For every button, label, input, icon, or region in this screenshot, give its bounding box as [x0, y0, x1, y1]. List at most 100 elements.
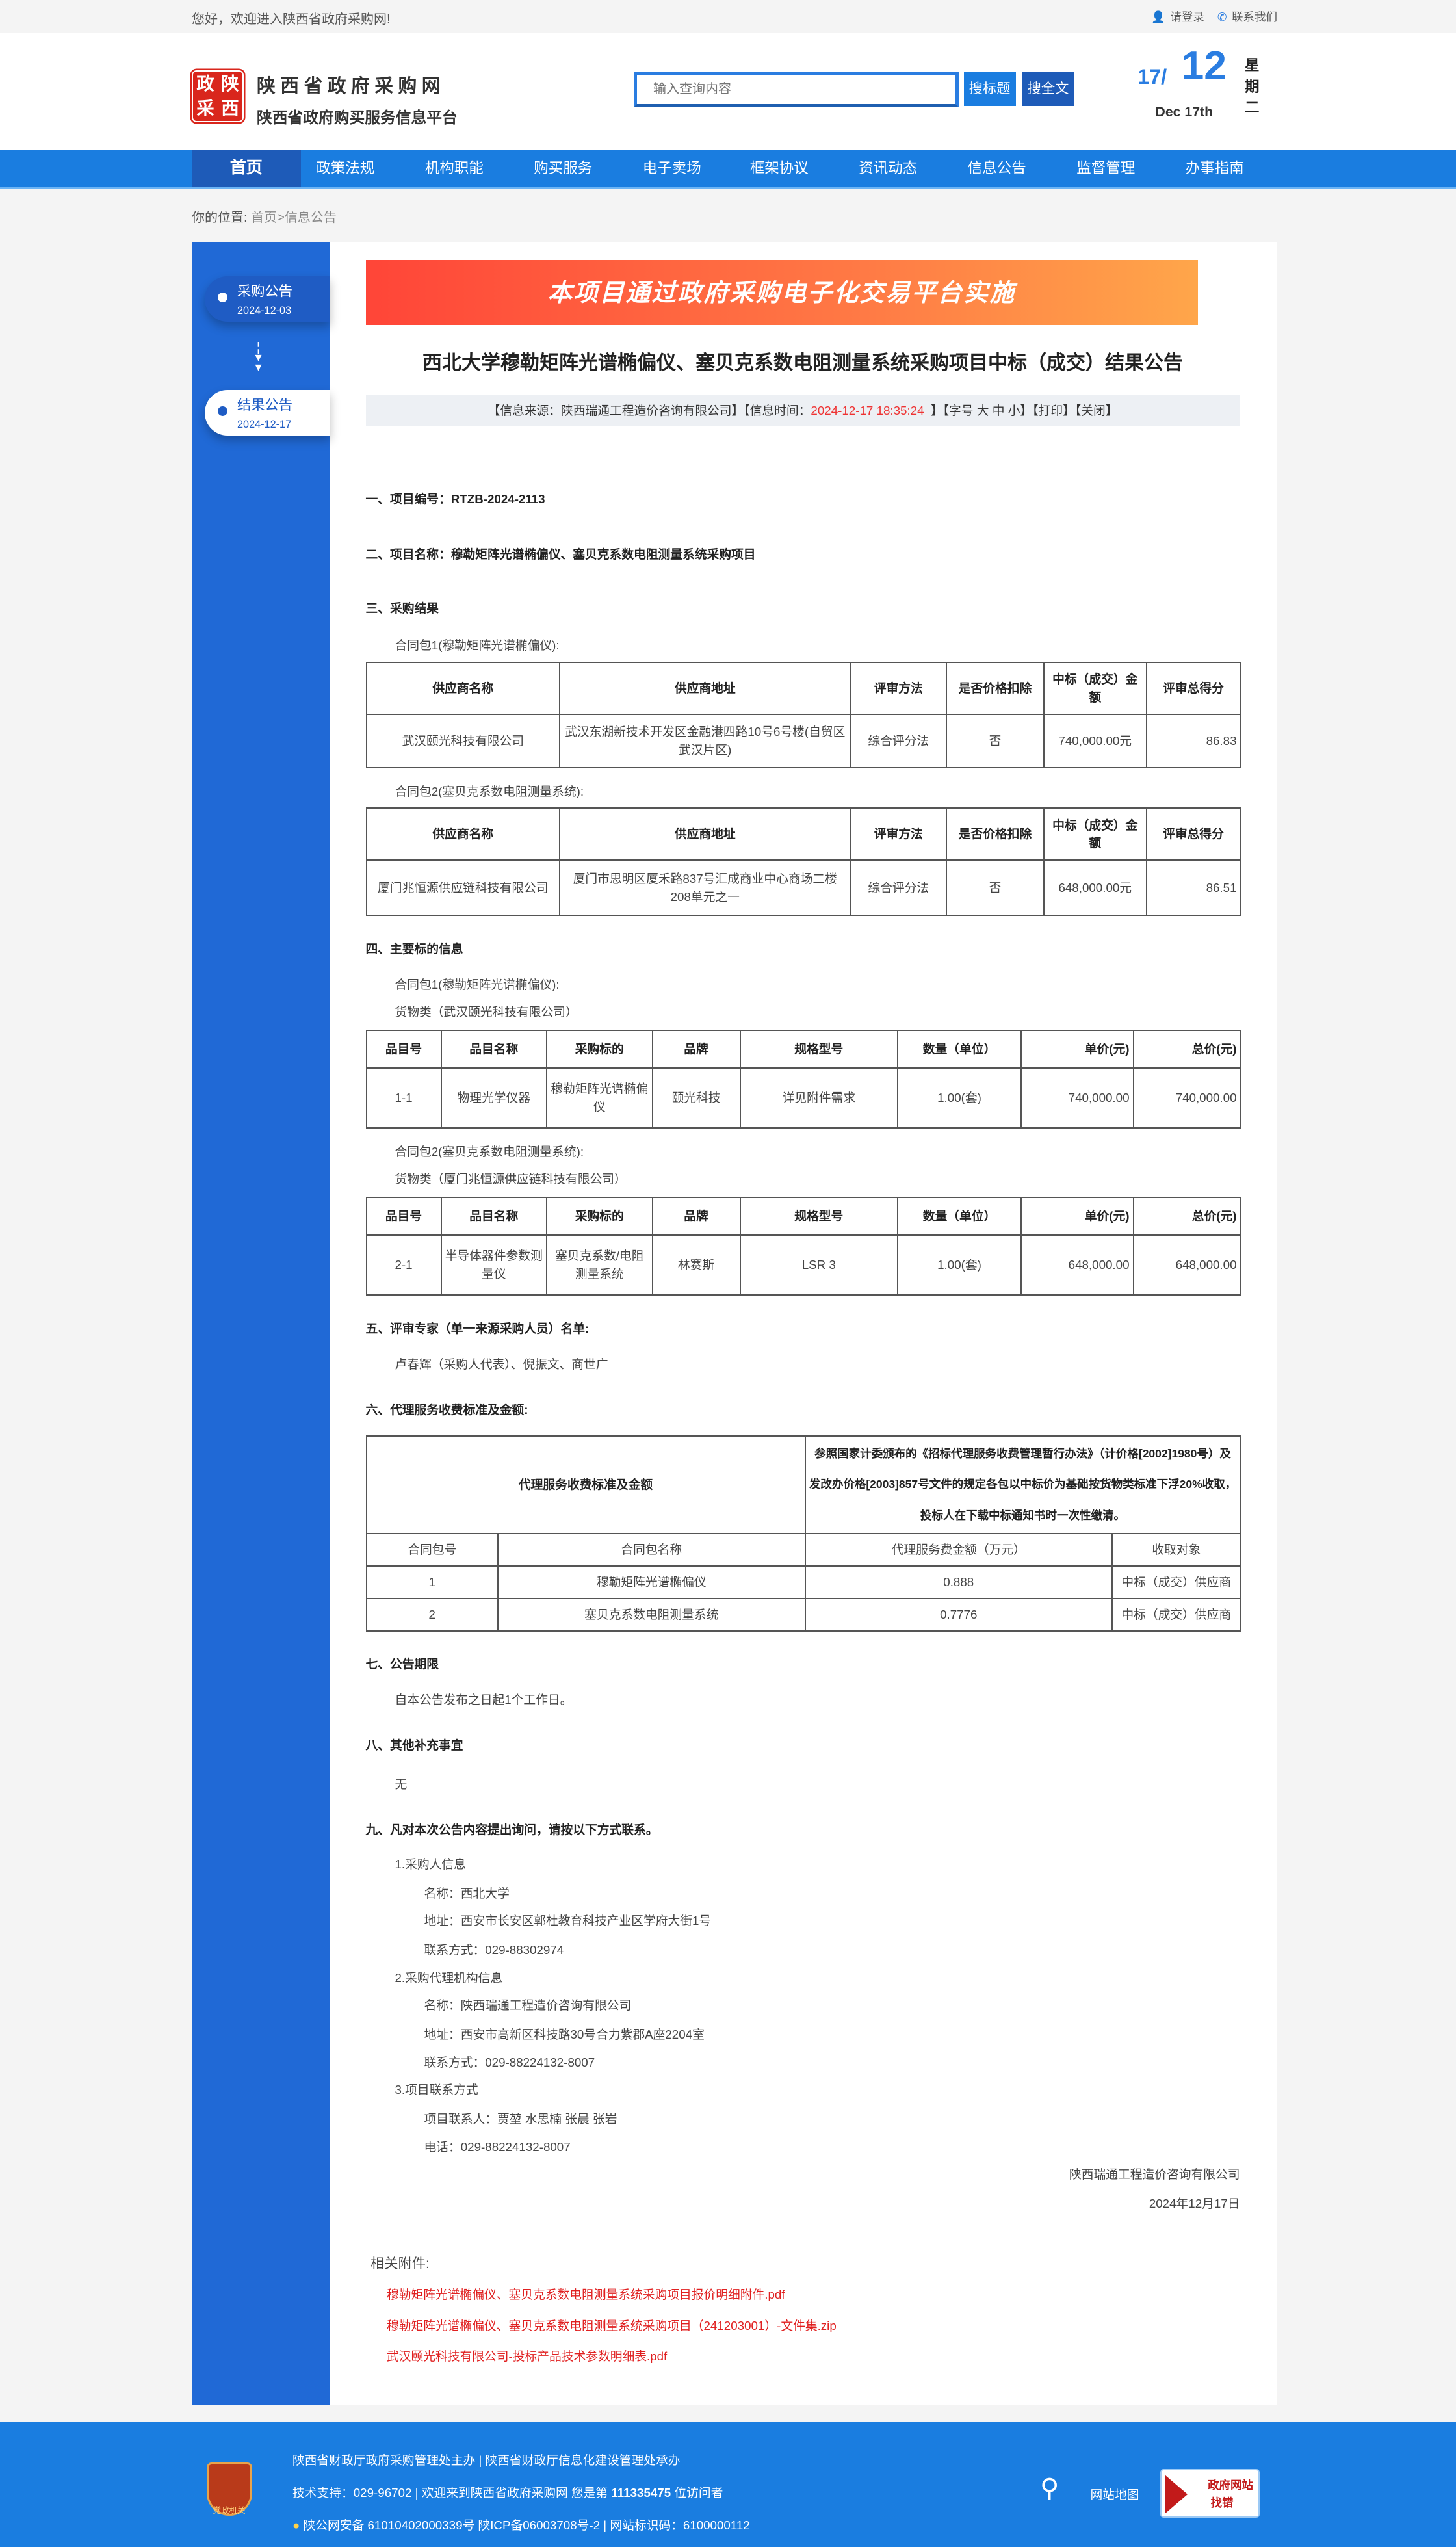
- footer-host: 陕西省财政厅政府采购管理处主办 | 陕西省财政厅信息化建设管理处承办: [292, 2453, 681, 2467]
- nav-policy[interactable]: 政策法规: [316, 160, 375, 176]
- column-header: 单价(元): [1020, 1197, 1134, 1236]
- cell: 648,000.00: [1020, 1234, 1134, 1296]
- top-bar: 您好，欢迎进入陕西省政府采购网! 👤 请登录 ✆ 联系我们: [0, 0, 1456, 33]
- support-text: 技术支持：029-96702 | 欢迎来到陕西省政府采购网 您是第: [292, 2486, 612, 2500]
- cell: 0.888: [804, 1565, 1113, 1599]
- section-heading: 一、项目编号：RTZB-2024-2113: [365, 492, 545, 506]
- column-header: 品目名称: [440, 1197, 547, 1236]
- cell: 中标（成交）供应商: [1111, 1597, 1242, 1632]
- cell: 综合评分法: [850, 713, 947, 768]
- fee-description: 参照国家计委颁布的《招标代理服务收费管理暂行办法》（计价格[2002]1980号…: [804, 1435, 1242, 1534]
- table-row: 武汉颐光科技有限公司 武汉东湖新技术开发区金融港四路10号6号楼(自贸区武汉片区)…: [365, 713, 1242, 768]
- package-label: 合同包2(塞贝克系数电阻测量系统):: [395, 1144, 584, 1158]
- sitemap-link[interactable]: 网站地图: [1090, 2487, 1139, 2501]
- column-header: 采购标的: [546, 1197, 653, 1236]
- contact-label: 联系我们: [1232, 10, 1277, 23]
- badge-text: 找错: [1210, 2496, 1234, 2509]
- cell: 740,000.00: [1132, 1067, 1242, 1129]
- info-source: 【信息来源：陕西瑞通工程造价咨询有限公司】【信息时间：: [488, 403, 811, 417]
- table-row: 厦门兆恒源供应链科技有限公司 厦门市思明区厦禾路837号汇成商业中心商场二楼208…: [365, 859, 1242, 916]
- visitor-suffix: 位访问者: [671, 2486, 723, 2500]
- other-text: 无: [395, 1777, 408, 1791]
- party-gov-emblem[interactable]: 党政机关: [206, 2462, 252, 2516]
- info-tools[interactable]: 】【字号 大 中 小】【打印】【关闭】: [930, 403, 1118, 417]
- site-subtitle: 陕西省政府购买服务信息平台: [257, 109, 458, 127]
- column-header: 是否价格扣除: [946, 807, 1045, 861]
- section-heading: 四、主要标的信息: [365, 941, 463, 956]
- icp-text[interactable]: 陕公网安备 61010402000339号 陕ICP备06003708号-2 |…: [303, 2518, 750, 2532]
- attachment-link[interactable]: 穆勒矩阵光谱椭偏仪、塞贝克系数电阻测量系统采购项目报价明细附件.pdf: [387, 2288, 785, 2301]
- column-header: 品牌: [651, 1197, 741, 1236]
- contact-line: 电话：029-88224132-8007: [424, 2139, 571, 2154]
- cell: 半导体器件参数测量仪: [440, 1234, 547, 1296]
- cell: 2: [365, 1597, 499, 1632]
- column-header: 中标（成交）金额: [1043, 661, 1147, 715]
- signature: 陕西瑞通工程造价咨询有限公司: [1069, 2167, 1240, 2181]
- dot-icon: [218, 406, 228, 416]
- cell: 否: [946, 859, 1045, 916]
- logo-char: 陕: [221, 73, 239, 94]
- timeline-item-procurement[interactable]: 采购公告 2024-12-03: [205, 276, 330, 322]
- table-row: 1 穆勒矩阵光谱椭偏仪 0.888 中标（成交）供应商: [365, 1565, 1242, 1599]
- search-title-button[interactable]: 搜标题: [963, 72, 1016, 106]
- column-header: 收取对象: [1111, 1532, 1242, 1567]
- phone-icon: ✆: [1217, 10, 1227, 23]
- map-icon[interactable]: ⚲: [1040, 2474, 1060, 2503]
- welcome-text: 您好，欢迎进入陕西省政府采购网!: [192, 12, 391, 27]
- login-link[interactable]: 👤 请登录: [1151, 8, 1204, 25]
- attachment-link[interactable]: 武汉颐光科技有限公司-投标产品技术参数明细表.pdf: [387, 2349, 668, 2363]
- breadcrumb: 你的位置: 首页>信息公告: [192, 207, 337, 226]
- column-header: 评审总得分: [1145, 661, 1242, 715]
- column-header: 品牌: [651, 1030, 741, 1069]
- nav-home[interactable]: 首页: [192, 150, 301, 187]
- attachment-link[interactable]: 穆勒矩阵光谱椭偏仪、塞贝克系数电阻测量系统采购项目（241203001）-文件集…: [387, 2318, 837, 2332]
- column-header: 单价(元): [1020, 1030, 1134, 1069]
- column-header: 供应商名称: [365, 661, 560, 715]
- badge-triangle-icon: [1165, 2475, 1188, 2514]
- nav-institutions[interactable]: 机构职能: [424, 160, 484, 176]
- logo-char: 西: [221, 98, 239, 118]
- nav-news[interactable]: 资讯动态: [859, 160, 918, 176]
- cell: 1.00(套): [897, 1067, 1022, 1129]
- site-logo[interactable]: 政陕采西: [192, 70, 244, 122]
- search-input[interactable]: [637, 75, 956, 104]
- breadcrumb-current[interactable]: >信息公告: [277, 210, 337, 225]
- contact-line: 地址：西安市高新区科技路30号合力紫郡A座2204室: [424, 2028, 705, 2041]
- timeline-date: 2024-12-03: [237, 304, 292, 317]
- logo-char: 采: [196, 98, 214, 118]
- column-header: 供应商名称: [365, 807, 560, 861]
- timeline-item-result[interactable]: 结果公告 2024-12-17: [205, 390, 330, 436]
- search-box: [634, 72, 959, 107]
- package-label: 合同包1(穆勒矩阵光谱椭偏仪):: [395, 977, 560, 991]
- column-header: 中标（成交）金额: [1043, 807, 1147, 861]
- nav-purchase-service[interactable]: 购买服务: [534, 160, 593, 176]
- nav-announcements[interactable]: 信息公告: [967, 160, 1026, 176]
- search-fulltext-button[interactable]: 搜全文: [1022, 72, 1074, 106]
- cell: 648,000.00: [1132, 1234, 1242, 1296]
- column-header: 供应商地址: [559, 807, 852, 861]
- nav-guide[interactable]: 办事指南: [1185, 160, 1244, 176]
- nav-framework[interactable]: 框架协议: [749, 160, 809, 176]
- timeline-label: 采购公告: [237, 283, 293, 299]
- footer: 党政机关 陕西省财政厅政府采购管理处主办 | 陕西省财政厅信息化建设管理处承办 …: [0, 2422, 1456, 2547]
- nav-e-mall[interactable]: 电子卖场: [642, 160, 701, 176]
- site-name: 陕西省政府采购网: [257, 76, 445, 97]
- contact-link[interactable]: ✆ 联系我们: [1217, 8, 1277, 25]
- cell: 武汉颐光科技有限公司: [365, 713, 560, 768]
- gov-site-error-report-badge[interactable]: 政府网站 找错: [1160, 2468, 1260, 2518]
- timeline-date: 2024-12-17: [237, 418, 292, 430]
- cell: 武汉东湖新技术开发区金融港四路10号6号楼(自贸区武汉片区): [559, 713, 852, 768]
- fee-table: 代理服务收费标准及金额 参照国家计委颁布的《招标代理服务收费管理暂行办法》（计价格…: [365, 1435, 1242, 1632]
- cell: 否: [946, 713, 1045, 768]
- contact-line: 联系方式：029-88224132-8007: [424, 2055, 595, 2069]
- cell: 综合评分法: [850, 859, 947, 916]
- content-panel: 采购公告 2024-12-03 ¦ ▾ ▾ 结果公告 2024-12-17 本项目通…: [192, 242, 1277, 2405]
- breadcrumb-home[interactable]: 首页: [251, 210, 278, 225]
- column-header: 品目名称: [440, 1030, 547, 1069]
- signature-date: 2024年12月17日: [1149, 2197, 1240, 2210]
- date-month: 12: [1181, 43, 1227, 88]
- cell: LSR 3: [739, 1234, 898, 1296]
- contact-line: 名称：西北大学: [424, 1886, 510, 1900]
- nav-supervision[interactable]: 监督管理: [1076, 160, 1136, 176]
- column-header: 评审总得分: [1145, 807, 1242, 861]
